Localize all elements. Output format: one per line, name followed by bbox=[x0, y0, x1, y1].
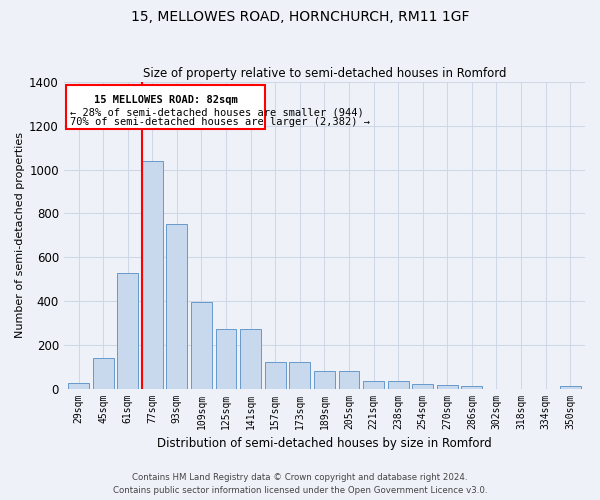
Bar bbox=[388, 381, 409, 388]
Bar bbox=[240, 330, 261, 388]
Text: 70% of semi-detached houses are larger (2,382) →: 70% of semi-detached houses are larger (… bbox=[70, 117, 370, 127]
Bar bbox=[191, 302, 212, 388]
Bar bbox=[66, 86, 265, 129]
Bar bbox=[461, 386, 482, 388]
Bar bbox=[314, 371, 335, 388]
Bar bbox=[215, 330, 236, 388]
Bar bbox=[265, 362, 286, 388]
Bar bbox=[412, 384, 433, 388]
Bar bbox=[289, 362, 310, 388]
Title: Size of property relative to semi-detached houses in Romford: Size of property relative to semi-detach… bbox=[143, 66, 506, 80]
Bar bbox=[68, 383, 89, 388]
Y-axis label: Number of semi-detached properties: Number of semi-detached properties bbox=[15, 132, 25, 338]
Bar bbox=[117, 272, 138, 388]
Bar bbox=[560, 386, 581, 388]
Bar bbox=[92, 358, 113, 388]
Bar bbox=[338, 371, 359, 388]
X-axis label: Distribution of semi-detached houses by size in Romford: Distribution of semi-detached houses by … bbox=[157, 437, 492, 450]
Bar bbox=[437, 386, 458, 388]
Bar bbox=[363, 381, 384, 388]
Text: Contains HM Land Registry data © Crown copyright and database right 2024.
Contai: Contains HM Land Registry data © Crown c… bbox=[113, 474, 487, 495]
Text: 15 MELLOWES ROAD: 82sqm: 15 MELLOWES ROAD: 82sqm bbox=[94, 94, 238, 104]
Text: ← 28% of semi-detached houses are smaller (944): ← 28% of semi-detached houses are smalle… bbox=[70, 107, 364, 117]
Bar bbox=[142, 161, 163, 388]
Bar bbox=[166, 224, 187, 388]
Text: 15, MELLOWES ROAD, HORNCHURCH, RM11 1GF: 15, MELLOWES ROAD, HORNCHURCH, RM11 1GF bbox=[131, 10, 469, 24]
